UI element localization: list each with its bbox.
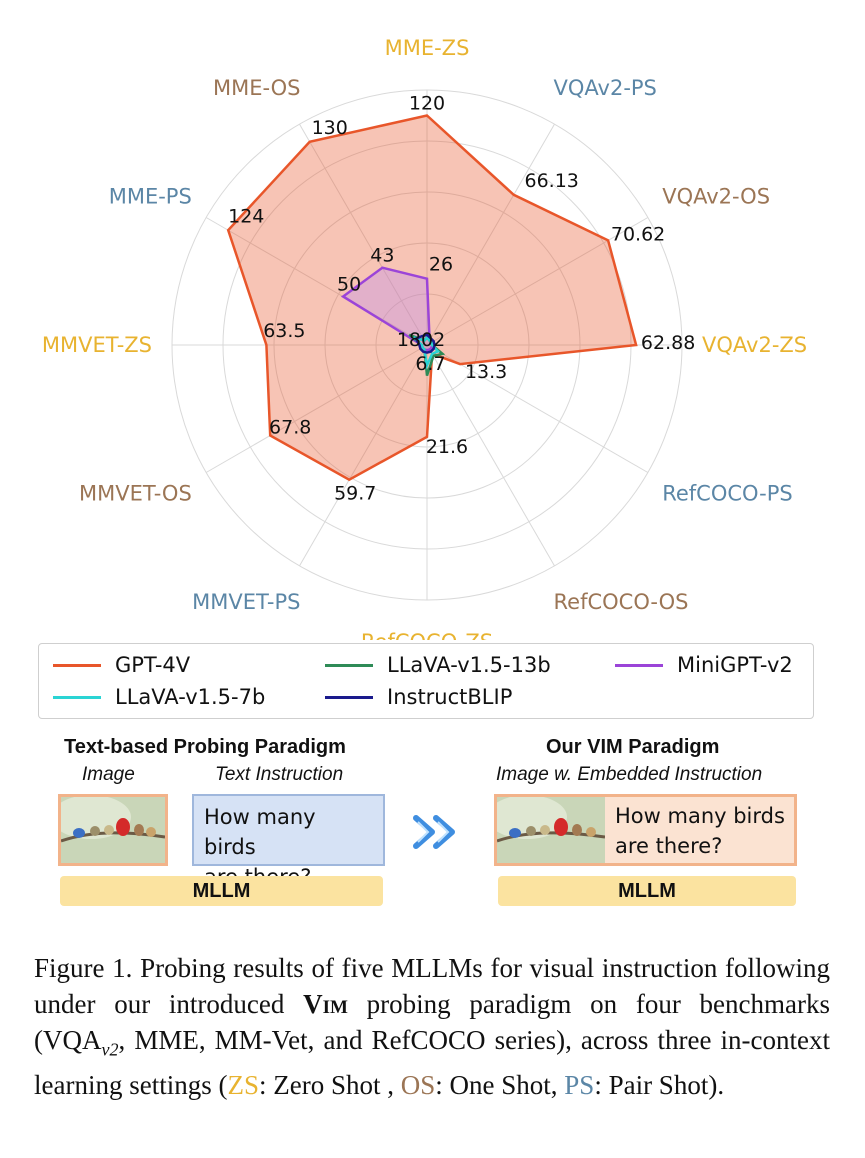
value-label: 124 bbox=[228, 205, 264, 227]
radar-value-labels: 120 66.13 70.62 62.88 13.3 21.6 59.7 67.8 63.5 12… bbox=[228, 93, 695, 505]
axis-label-mme-os: MME-OS bbox=[213, 76, 301, 100]
left-sub-text: Text Instruction bbox=[215, 764, 344, 785]
grid-spoke-1 bbox=[426, 123, 555, 346]
right-sub: Image w. Embedded Instruction bbox=[496, 764, 763, 785]
caption-text: : One Shot, bbox=[435, 1070, 565, 1101]
legend-label: GPT-4V bbox=[115, 653, 191, 677]
value-label: 130 bbox=[312, 117, 348, 139]
bird-photo-icon bbox=[61, 797, 165, 863]
value-label: 6.7 bbox=[415, 353, 445, 375]
series-llava-v1-5-7b bbox=[412, 335, 441, 370]
axis-label-mmvet-os: MMVET-OS bbox=[79, 482, 192, 506]
left-paradigm-title: Text-based Probing Paradigm bbox=[64, 736, 346, 758]
value-label: 50 bbox=[337, 274, 361, 296]
instruction-line-1: How many birds bbox=[204, 805, 316, 859]
radar-axis-labels: MME-ZS VQAv2-PS VQAv2-OS VQAv2-ZS RefCOCO-PS… bbox=[42, 36, 807, 640]
chart-legend: GPT-4V LLaVA-v1.5-13b MiniGPT-v2 LLaVA-v… bbox=[38, 643, 814, 719]
series-gpt-4v bbox=[226, 114, 638, 482]
figure-caption: Figure 1. Probing results of five MLLMs … bbox=[34, 950, 830, 1103]
axis-label-vqav2-ps: VQAv2-PS bbox=[554, 76, 657, 100]
text-instruction-box: How many birds are there? bbox=[192, 794, 385, 889]
right-paradigm-title: Our VIM Paradigm bbox=[546, 736, 720, 758]
left-sub-image: Image bbox=[82, 764, 135, 785]
legend-swatch bbox=[325, 663, 373, 667]
legend-item-llava13b: LLaVA-v1.5-13b bbox=[325, 650, 551, 680]
grid-spoke-8 bbox=[205, 344, 428, 473]
legend-label: LLaVA-v1.5-13b bbox=[387, 653, 551, 677]
value-label: 70.62 bbox=[611, 223, 665, 245]
instruction-line-1: How many birds bbox=[615, 804, 785, 828]
axis-label-mmvet-ps: MMVET-PS bbox=[192, 590, 300, 614]
value-label: 43 bbox=[370, 245, 394, 267]
value-label: 59.7 bbox=[334, 483, 376, 505]
legend-swatch bbox=[53, 663, 101, 667]
grid-spoke-2 bbox=[426, 217, 649, 346]
caption-zs: ZS bbox=[227, 1070, 259, 1101]
caption-text: , MME, MM-Vet, and RefCOCO series), acro… bbox=[34, 1025, 830, 1101]
grid-spoke-7 bbox=[299, 344, 428, 567]
grid-spoke-5 bbox=[426, 344, 555, 567]
caption-text: Figure 1. Probing results of five MLLMs … bbox=[34, 953, 830, 1019]
caption-text: : Pair Shot). bbox=[594, 1070, 725, 1101]
caption-vim: Vim bbox=[303, 989, 348, 1019]
value-label: 62.88 bbox=[641, 332, 695, 354]
radar-series bbox=[226, 114, 638, 482]
legend-label: InstructBLIP bbox=[387, 685, 513, 709]
embedded-instruction-text: How many birds are there? bbox=[615, 801, 785, 861]
value-label: 120 bbox=[409, 93, 445, 115]
center-value-label: 1802 bbox=[397, 329, 445, 351]
grid-spoke-11 bbox=[299, 123, 428, 346]
double-chevron-right-icon bbox=[413, 815, 455, 849]
legend-swatch bbox=[325, 695, 373, 699]
axis-label-mme-zs: MME-ZS bbox=[385, 36, 470, 60]
axis-label-mmvet-zs: MMVET-ZS bbox=[42, 333, 152, 357]
mllm-bar-left: MLLM bbox=[60, 876, 383, 906]
value-label: 26 bbox=[429, 254, 453, 276]
value-label: 67.8 bbox=[269, 417, 311, 439]
axis-label-vqav2-os: VQAv2-OS bbox=[662, 185, 770, 209]
grid-spoke-4 bbox=[426, 344, 649, 473]
radar-chart: 120 66.13 70.62 62.88 13.3 21.6 59.7 67.8 63.5 12… bbox=[42, 36, 807, 640]
legend-label: MiniGPT-v2 bbox=[677, 653, 793, 677]
bird-image-left bbox=[58, 794, 168, 866]
axis-label-vqav2-zs: VQAv2-ZS bbox=[702, 333, 807, 357]
axis-label-mme-ps: MME-PS bbox=[109, 185, 192, 209]
legend-item-llava7b: LLaVA-v1.5-7b bbox=[53, 682, 265, 712]
value-label: 63.5 bbox=[263, 320, 305, 342]
axis-label-refcoco-ps: RefCOCO-PS bbox=[662, 482, 793, 506]
value-label: 21.6 bbox=[426, 436, 468, 458]
embedded-instruction-image: How many birds are there? bbox=[494, 794, 797, 866]
legend-swatch bbox=[615, 663, 663, 667]
value-label: 66.13 bbox=[524, 170, 578, 192]
legend-label: LLaVA-v1.5-7b bbox=[115, 685, 266, 709]
caption-text: : Zero Shot , bbox=[258, 1070, 401, 1101]
legend-swatch bbox=[53, 695, 101, 699]
caption-subscript: v2 bbox=[101, 1039, 119, 1060]
caption-text: probing paradigm on four benchmarks (VQA bbox=[34, 989, 830, 1055]
grid-spoke-10 bbox=[205, 217, 428, 346]
caption-ps: PS bbox=[564, 1070, 595, 1101]
series-instructblip bbox=[414, 333, 436, 354]
caption-os: OS bbox=[400, 1070, 436, 1101]
axis-label-refcoco-zs: RefCOCO-ZS bbox=[361, 630, 493, 640]
legend-item-minigptv2: MiniGPT-v2 bbox=[615, 650, 793, 680]
bird-photo-icon bbox=[497, 797, 605, 863]
instruction-line-2: are there? bbox=[615, 834, 723, 858]
paradigm-illustration: Text-based Probing Paradigm Image Text I… bbox=[58, 736, 797, 906]
legend-item-gpt4v: GPT-4V bbox=[53, 650, 190, 680]
legend-item-instructblip: InstructBLIP bbox=[325, 682, 512, 712]
value-label: 13.3 bbox=[465, 361, 507, 383]
axis-label-refcoco-os: RefCOCO-OS bbox=[554, 590, 689, 614]
mllm-bar-right: MLLM bbox=[498, 876, 796, 906]
